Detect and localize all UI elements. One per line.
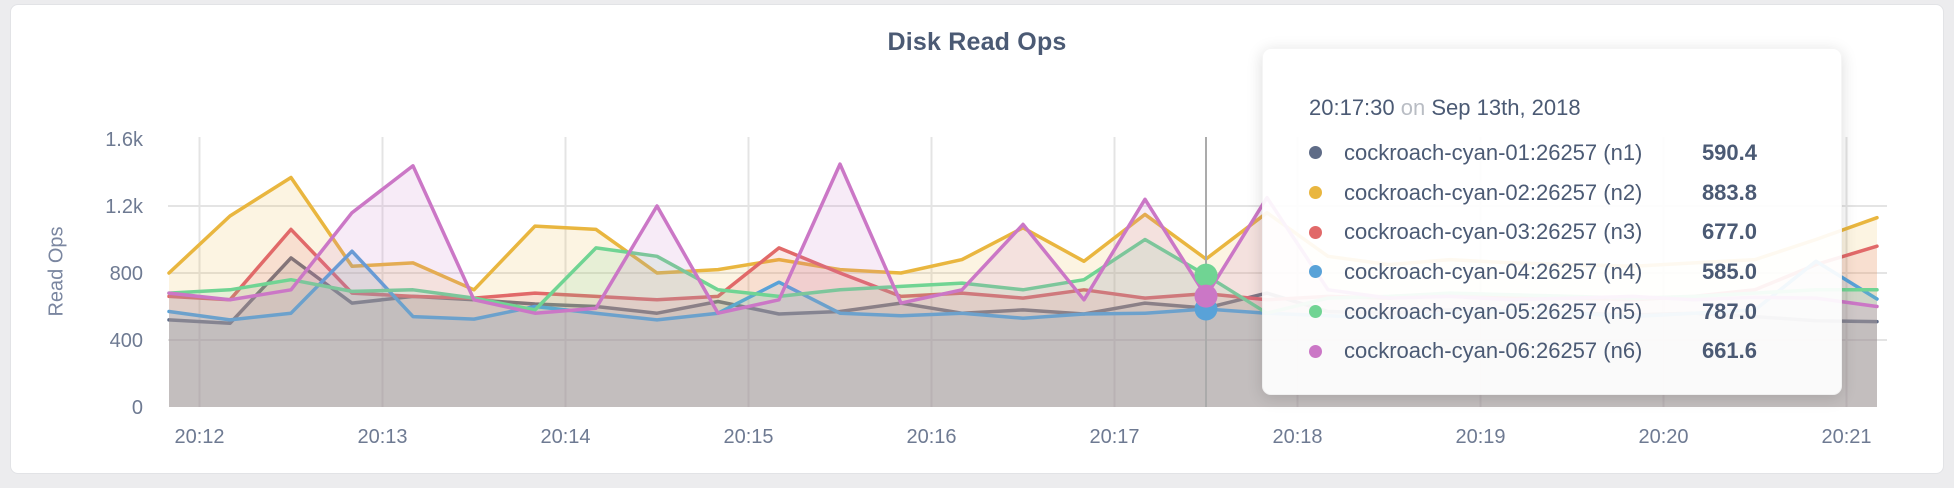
hover-tooltip: 20:17:30 on Sep 13th, 2018 cockroach-cya… [1262, 48, 1842, 395]
tooltip-row-n4: cockroach-cyan-04:26257 (n4) 585.0 [1309, 252, 1757, 292]
x-tick-label: 20:16 [906, 426, 956, 448]
tooltip-series-value: 661.6 [1701, 338, 1757, 364]
x-tick-label: 20:21 [1821, 426, 1871, 448]
y-tick-label: 1.2k [105, 196, 144, 218]
y-tick-label: 0 [132, 397, 143, 419]
x-tick-label: 20:19 [1455, 426, 1505, 448]
tooltip-series-list: cockroach-cyan-01:26257 (n1) 590.4 cockroa… [1309, 133, 1757, 371]
x-tick-label: 20:12 [174, 426, 224, 448]
tooltip-series-name: cockroach-cyan-05:26257 (n5) [1344, 298, 1643, 324]
tooltip-series-name: cockroach-cyan-03:26257 (n3) [1344, 219, 1643, 245]
x-tick-label: 20:13 [357, 426, 407, 448]
tooltip-series-name: cockroach-cyan-04:26257 (n4) [1344, 258, 1643, 284]
tooltip-date: Sep 13th, 2018 [1431, 95, 1581, 120]
x-tick-label: 20:20 [1638, 426, 1688, 448]
x-tick-label: 20:14 [540, 426, 590, 448]
tooltip-row-n5: cockroach-cyan-05:26257 (n5) 787.0 [1309, 292, 1757, 332]
tooltip-date-connector: on [1400, 95, 1426, 120]
tooltip-row-n6: cockroach-cyan-06:26257 (n6) 661.6 [1309, 331, 1757, 371]
series-color-dot-n6 [1309, 344, 1322, 358]
series-color-dot-n2 [1309, 186, 1322, 200]
hover-dot-n6 [1194, 284, 1218, 308]
tooltip-time: 20:17:30 [1309, 95, 1395, 120]
x-tick-label: 20:15 [723, 426, 773, 448]
tooltip-series-name: cockroach-cyan-02:26257 (n2) [1344, 179, 1643, 205]
tooltip-header: 20:17:30 on Sep 13th, 2018 [1309, 95, 1757, 121]
x-tick-label: 20:17 [1089, 426, 1139, 448]
series-color-dot-n3 [1309, 225, 1322, 239]
y-tick-label: 1.6k [105, 129, 144, 151]
tooltip-series-value: 590.4 [1701, 139, 1757, 165]
x-tick-label: 20:18 [1272, 426, 1322, 448]
tooltip-series-value: 883.8 [1701, 179, 1757, 205]
y-tick-label: 800 [110, 263, 143, 285]
tooltip-row-n1: cockroach-cyan-01:26257 (n1) 590.4 [1309, 133, 1757, 173]
tooltip-series-value: 787.0 [1701, 298, 1757, 324]
series-color-dot-n5 [1309, 305, 1322, 319]
tooltip-row-n2: cockroach-cyan-02:26257 (n2) 883.8 [1309, 173, 1757, 213]
tooltip-series-name: cockroach-cyan-01:26257 (n1) [1344, 139, 1643, 165]
hover-dot-n5 [1194, 263, 1218, 287]
tooltip-series-value: 677.0 [1701, 219, 1757, 245]
tooltip-row-n3: cockroach-cyan-03:26257 (n3) 677.0 [1309, 212, 1757, 252]
series-color-dot-n4 [1309, 265, 1322, 279]
tooltip-series-value: 585.0 [1701, 258, 1757, 284]
tooltip-series-name: cockroach-cyan-06:26257 (n6) [1344, 338, 1643, 364]
chart-title: Disk Read Ops [887, 28, 1067, 56]
series-color-dot-n1 [1309, 146, 1322, 160]
y-tick-label: 400 [110, 330, 143, 352]
